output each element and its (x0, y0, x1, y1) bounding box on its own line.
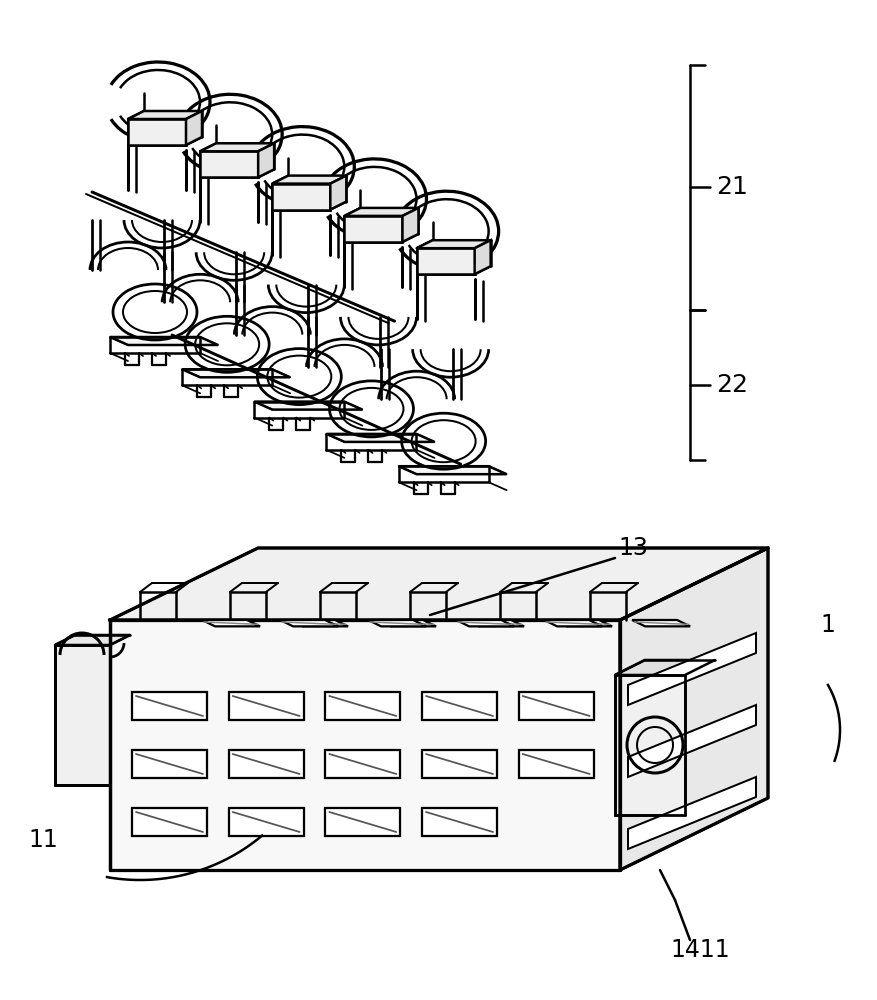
Polygon shape (518, 750, 593, 778)
Polygon shape (466, 620, 524, 626)
Polygon shape (280, 620, 338, 626)
Polygon shape (330, 176, 346, 210)
Polygon shape (518, 692, 593, 720)
Polygon shape (128, 119, 186, 145)
Polygon shape (258, 143, 274, 177)
Polygon shape (55, 635, 130, 645)
Polygon shape (228, 808, 303, 836)
Polygon shape (344, 216, 402, 242)
Polygon shape (417, 248, 474, 274)
Polygon shape (627, 633, 755, 705)
Polygon shape (326, 434, 434, 442)
Polygon shape (202, 620, 260, 626)
Polygon shape (614, 675, 684, 815)
Polygon shape (474, 240, 490, 274)
Text: 1411: 1411 (669, 938, 729, 962)
Polygon shape (186, 111, 202, 145)
Text: 21: 21 (716, 175, 747, 199)
Polygon shape (128, 111, 202, 119)
Polygon shape (422, 750, 496, 778)
Polygon shape (422, 808, 496, 836)
Polygon shape (627, 705, 755, 777)
Polygon shape (289, 620, 347, 626)
Polygon shape (110, 337, 217, 345)
Polygon shape (422, 692, 496, 720)
Polygon shape (553, 620, 611, 626)
Polygon shape (200, 151, 258, 177)
Polygon shape (254, 402, 362, 410)
Polygon shape (110, 620, 619, 870)
Text: 22: 22 (715, 373, 747, 397)
Polygon shape (132, 692, 207, 720)
Polygon shape (367, 620, 425, 626)
Polygon shape (325, 750, 400, 778)
Polygon shape (325, 692, 400, 720)
Polygon shape (132, 750, 207, 778)
Polygon shape (402, 208, 418, 242)
Polygon shape (272, 184, 330, 210)
Polygon shape (344, 208, 418, 216)
Polygon shape (228, 692, 303, 720)
Polygon shape (55, 645, 110, 785)
Polygon shape (132, 808, 207, 836)
Polygon shape (614, 660, 714, 675)
Text: 1: 1 (819, 613, 834, 637)
Text: 13: 13 (617, 536, 647, 560)
Text: 11: 11 (28, 828, 58, 852)
Polygon shape (627, 777, 755, 849)
Polygon shape (182, 369, 289, 377)
Polygon shape (110, 548, 767, 620)
Polygon shape (631, 620, 689, 626)
Polygon shape (619, 548, 767, 870)
Polygon shape (544, 620, 602, 626)
Polygon shape (398, 466, 506, 474)
Polygon shape (272, 176, 346, 184)
Polygon shape (325, 808, 400, 836)
Polygon shape (200, 143, 274, 151)
Polygon shape (378, 620, 436, 626)
Polygon shape (228, 750, 303, 778)
Polygon shape (455, 620, 514, 626)
Polygon shape (417, 240, 490, 248)
